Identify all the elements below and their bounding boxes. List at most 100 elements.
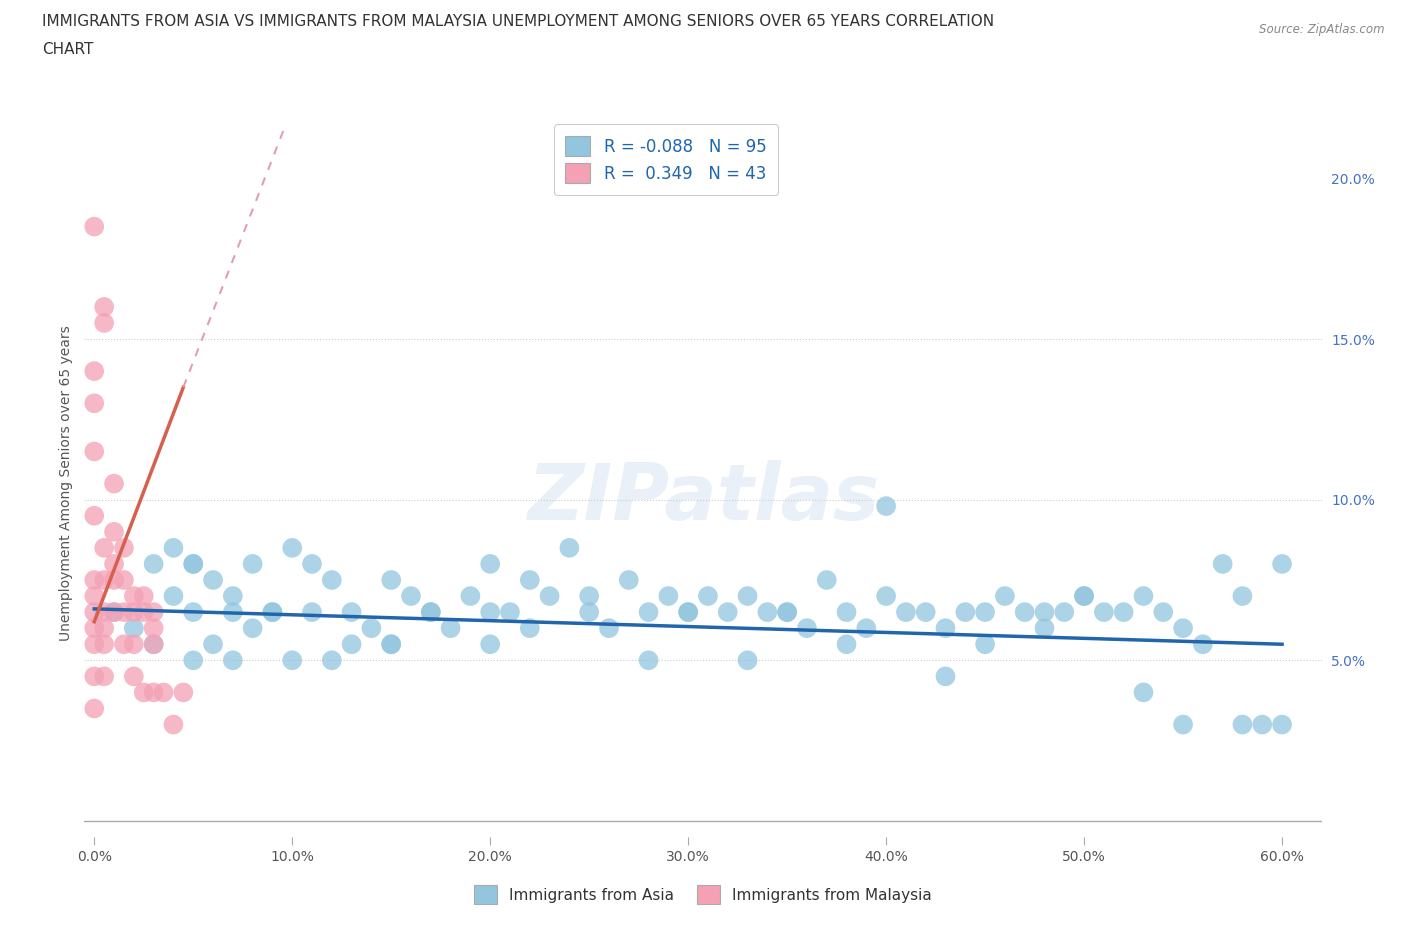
Point [103,476,125,491]
Text: IMMIGRANTS FROM ASIA VS IMMIGRANTS FROM MALAYSIA UNEMPLOYMENT AMONG SENIORS OVER: IMMIGRANTS FROM ASIA VS IMMIGRANTS FROM … [42,14,994,29]
Point [321,573,343,588]
Legend: Immigrants from Asia, Immigrants from Malaysia: Immigrants from Asia, Immigrants from Ma… [465,876,941,913]
Point [262,604,284,619]
Text: CHART: CHART [42,42,94,57]
Point [1152,604,1174,619]
Point [697,589,720,604]
Point [1192,637,1215,652]
Point [875,589,897,604]
Point [340,637,363,652]
Point [142,637,165,652]
Point [499,604,522,619]
Point [1014,604,1036,619]
Point [717,604,740,619]
Point [122,620,145,635]
Point [112,637,135,652]
Point [112,604,135,619]
Point [162,540,184,555]
Point [83,701,105,716]
Point [479,637,502,652]
Point [83,396,105,411]
Point [776,604,799,619]
Point [479,604,502,619]
Point [132,604,155,619]
Point [122,604,145,619]
Point [1251,717,1274,732]
Point [676,604,699,619]
Point [894,604,917,619]
Point [1073,589,1095,604]
Point [1271,556,1294,571]
Point [1271,717,1294,732]
Point [737,589,759,604]
Point [380,637,402,652]
Point [83,637,105,652]
Point [399,589,422,604]
Point [93,299,115,314]
Point [835,637,858,652]
Point [262,604,284,619]
Point [419,604,441,619]
Point [132,685,155,700]
Point [1033,604,1056,619]
Point [815,573,838,588]
Point [934,669,956,684]
Point [538,589,561,604]
Point [955,604,977,619]
Point [578,604,600,619]
Point [93,637,115,652]
Point [83,589,105,604]
Point [439,620,461,635]
Point [598,620,620,635]
Point [994,589,1017,604]
Point [479,556,502,571]
Point [756,604,779,619]
Point [340,604,363,619]
Point [380,573,402,588]
Point [202,573,225,588]
Point [142,604,165,619]
Point [321,653,343,668]
Point [934,620,956,635]
Point [776,604,799,619]
Point [281,653,304,668]
Point [93,573,115,588]
Point [637,653,659,668]
Point [172,685,194,700]
Point [181,653,204,668]
Point [875,498,897,513]
Point [122,637,145,652]
Point [281,540,304,555]
Point [242,556,264,571]
Point [1033,620,1056,635]
Point [419,604,441,619]
Point [103,604,125,619]
Point [1132,685,1154,700]
Point [103,573,125,588]
Point [558,540,581,555]
Point [617,573,640,588]
Point [1212,556,1234,571]
Point [835,604,858,619]
Point [380,637,402,652]
Point [93,620,115,635]
Point [1053,604,1076,619]
Point [460,589,482,604]
Point [855,620,877,635]
Point [974,604,997,619]
Point [103,525,125,539]
Point [1073,589,1095,604]
Text: ZIPatlas: ZIPatlas [527,459,879,536]
Point [103,556,125,571]
Point [637,604,659,619]
Point [914,604,936,619]
Point [301,556,323,571]
Point [796,620,818,635]
Point [1112,604,1135,619]
Point [162,589,184,604]
Point [181,556,204,571]
Point [142,556,165,571]
Point [112,540,135,555]
Point [242,620,264,635]
Point [676,604,699,619]
